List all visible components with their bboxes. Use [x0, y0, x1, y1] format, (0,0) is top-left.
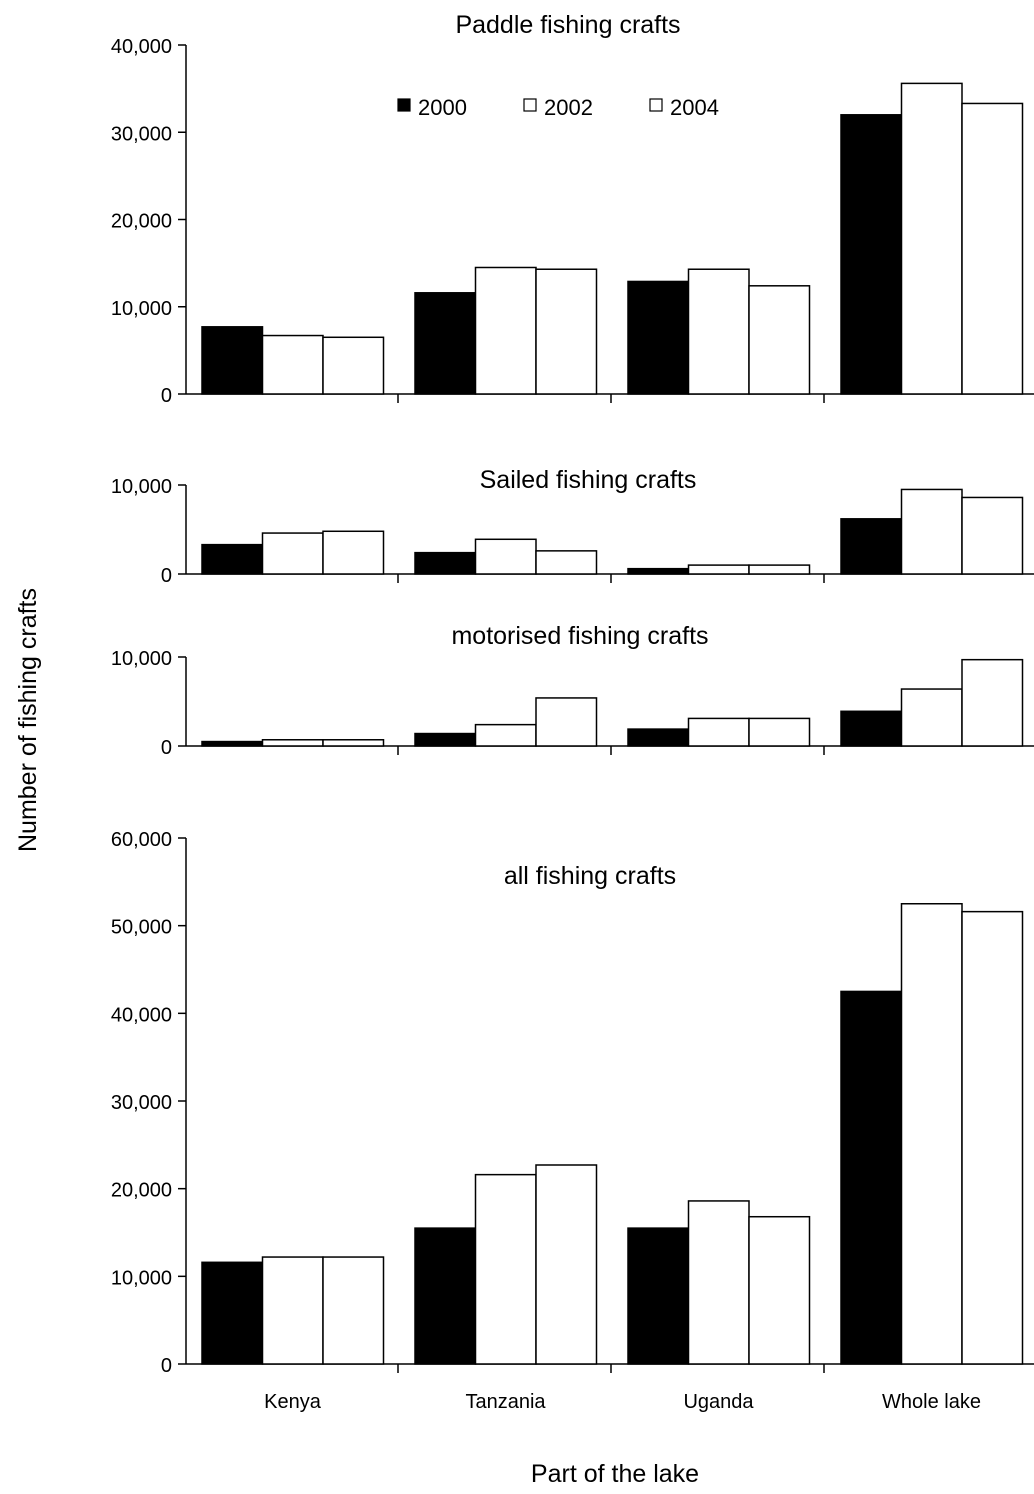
panel-all-fishing-crafts: 0 10,000 20,000 30,000 40,000 50,000 60,000 all… [111, 829, 1034, 1377]
bar-tanzania-2000 [414, 292, 477, 395]
y-axis-label: Number of fishing crafts [14, 588, 42, 852]
bar-whole-lake-2000 [840, 990, 903, 1365]
bar-tanzania-2000 [414, 551, 477, 575]
bar-kenya-2002 [261, 739, 324, 747]
y-tick-label: 50,000 [111, 917, 172, 939]
chart-panels: 0 10,000 20,000 30,000 40,000 Paddle fishing … [111, 11, 1034, 1413]
legend-label: 2004 [670, 95, 719, 120]
panel-title: motorised fishing crafts [451, 622, 708, 650]
bar-kenya-2004 [322, 1256, 385, 1365]
bar-uganda-2000 [627, 1227, 690, 1365]
y-tick-label: 30,000 [111, 1092, 172, 1114]
x-tick-label: Uganda [683, 1391, 754, 1413]
legend-swatch [649, 98, 663, 112]
bar-tanzania-2004 [535, 697, 598, 747]
bar-kenya-2004 [322, 336, 385, 395]
bar-tanzania-2004 [535, 1164, 598, 1365]
bar-tanzania-2002 [474, 723, 537, 747]
bar-whole-lake-2004 [961, 102, 1024, 395]
bar-uganda-2002 [687, 717, 750, 747]
bar-whole-lake-2002 [900, 488, 963, 575]
x-tick-label: Tanzania [465, 1391, 546, 1413]
bar-kenya-2002 [261, 1256, 324, 1365]
bar-kenya-2002 [261, 532, 324, 575]
bar-kenya-2000 [201, 1261, 264, 1365]
bar-whole-lake-2002 [900, 903, 963, 1365]
x-tick-label: Whole lake [882, 1391, 981, 1413]
y-tick-label: 10,000 [111, 476, 172, 498]
bar-whole-lake-2002 [900, 82, 963, 395]
y-tick-label: 0 [161, 737, 172, 759]
bar-tanzania-2000 [414, 732, 477, 747]
legend-label: 2002 [544, 95, 593, 120]
y-tick-label: 20,000 [111, 1180, 172, 1202]
bar-whole-lake-2000 [840, 710, 903, 747]
y-tick-label: 10,000 [111, 1267, 172, 1289]
bar-uganda-2000 [627, 280, 690, 395]
bar-kenya-2000 [201, 543, 264, 575]
legend-item-2000: 2000 [397, 95, 467, 120]
x-axis-label: Part of the lake [531, 1460, 699, 1488]
bar-uganda-2002 [687, 564, 750, 575]
legend-swatch [397, 98, 411, 112]
bar-tanzania-2002 [474, 1173, 537, 1365]
bar-uganda-2002 [687, 268, 750, 395]
x-tick-label: Kenya [264, 1391, 322, 1413]
bar-uganda-2004 [748, 717, 811, 747]
panel-paddle-fishing-crafts: 0 10,000 20,000 30,000 40,000 Paddle fishing … [111, 11, 1034, 407]
bar-tanzania-2004 [535, 550, 598, 575]
panel-title: Paddle fishing crafts [455, 11, 680, 39]
y-tick-label: 20,000 [111, 211, 172, 233]
bar-tanzania-2002 [474, 266, 537, 395]
legend-swatch [523, 98, 537, 112]
bar-kenya-2004 [322, 530, 385, 575]
bar-kenya-2000 [201, 740, 264, 747]
bar-kenya-2004 [322, 739, 385, 747]
y-tick-label: 10,000 [111, 298, 172, 320]
legend-label: 2000 [418, 95, 467, 120]
y-tick-label: 10,000 [111, 648, 172, 670]
panel-title: Sailed fishing crafts [480, 466, 697, 494]
bar-whole-lake-2000 [840, 518, 903, 575]
bar-uganda-2002 [687, 1200, 750, 1365]
y-tick-label: 0 [161, 565, 172, 587]
bar-whole-lake-2004 [961, 658, 1024, 747]
panel-title: all fishing crafts [504, 862, 676, 890]
bar-uganda-2000 [627, 567, 690, 575]
bar-uganda-2004 [748, 1215, 811, 1365]
legend-item-2004: 2004 [649, 95, 719, 120]
bar-whole-lake-2000 [840, 114, 903, 395]
legend-item-2002: 2002 [523, 95, 593, 120]
bar-kenya-2000 [201, 326, 264, 395]
legend: 2000 2002 2004 [397, 95, 719, 120]
y-tick-label: 0 [161, 385, 172, 407]
bar-whole-lake-2004 [961, 910, 1024, 1365]
bar-uganda-2000 [627, 728, 690, 747]
y-tick-label: 60,000 [111, 829, 172, 851]
bar-whole-lake-2004 [961, 496, 1024, 575]
bar-uganda-2004 [748, 285, 811, 395]
category-labels: Kenya Tanzania Uganda Whole lake [264, 1391, 981, 1413]
y-tick-label: 40,000 [111, 36, 172, 58]
bar-uganda-2004 [748, 564, 811, 575]
panel-motorised-fishing-crafts: 0 10,000 motorised fishing crafts [111, 622, 1034, 759]
bar-tanzania-2000 [414, 1227, 477, 1365]
bar-kenya-2002 [261, 334, 324, 395]
bar-tanzania-2002 [474, 538, 537, 575]
y-tick-label: 30,000 [111, 123, 172, 145]
y-tick-label: 40,000 [111, 1004, 172, 1026]
y-tick-label: 0 [161, 1355, 172, 1377]
bar-tanzania-2004 [535, 268, 598, 395]
bar-whole-lake-2002 [900, 688, 963, 747]
panel-sailed-fishing-crafts: 0 10,000 Sailed fishing crafts [111, 466, 1034, 587]
